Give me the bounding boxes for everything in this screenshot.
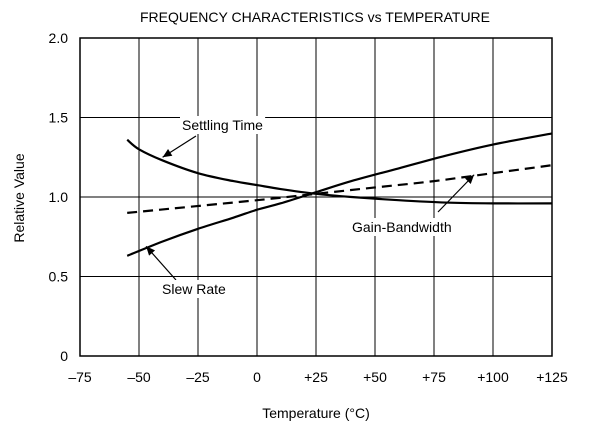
annotation-arrowhead — [162, 149, 173, 158]
y-tick-label: 2.0 — [49, 30, 69, 46]
x-tick-label: +100 — [477, 369, 509, 385]
annotation-label: Gain-Bandwidth — [352, 219, 452, 235]
annotation-arrowhead — [464, 174, 475, 184]
y-tick-label: 0 — [60, 348, 68, 364]
plot-frame — [79, 37, 553, 357]
chart-title: FREQUENCY CHARACTERISTICS vs TEMPERATURE — [140, 9, 490, 25]
grid — [79, 37, 553, 357]
x-tick-label: 0 — [253, 369, 261, 385]
x-tick-label: +125 — [536, 369, 568, 385]
annotation-label: Slew Rate — [162, 281, 226, 297]
x-tick-label: +50 — [363, 369, 387, 385]
annotation-arrowhead — [146, 246, 156, 256]
annotation-label-bg — [160, 280, 229, 298]
series-settling-time-line — [126, 138, 553, 205]
annotation-label-bg — [350, 218, 454, 236]
x-tick-label: –75 — [68, 369, 92, 385]
y-tick-label: 0.5 — [49, 269, 69, 285]
x-tick-label: +75 — [422, 369, 446, 385]
annotation-label: Settling Time — [182, 117, 263, 133]
annotations: Settling Time Slew Rate Gain-Bandwidth — [145, 116, 475, 298]
y-axis-label: Relative Value — [11, 153, 27, 242]
x-tick-label: +25 — [304, 369, 328, 385]
series-gain-bandwidth-line — [127, 164, 553, 214]
series-slew-rate-line — [126, 132, 553, 257]
series-group — [126, 132, 553, 257]
x-tick-label: –25 — [186, 369, 210, 385]
y-tick-label: 1.0 — [49, 189, 69, 205]
y-tick-label: 1.5 — [49, 110, 69, 126]
x-tick-labels: –75 –50 –25 0 +25 +50 +75 +100 +125 — [68, 369, 568, 385]
x-tick-label: –50 — [127, 369, 151, 385]
x-axis-label: Temperature (°C) — [262, 405, 370, 421]
y-tick-labels: 0 0.5 1.0 1.5 2.0 — [49, 30, 69, 364]
annotation-label-bg — [180, 116, 266, 134]
